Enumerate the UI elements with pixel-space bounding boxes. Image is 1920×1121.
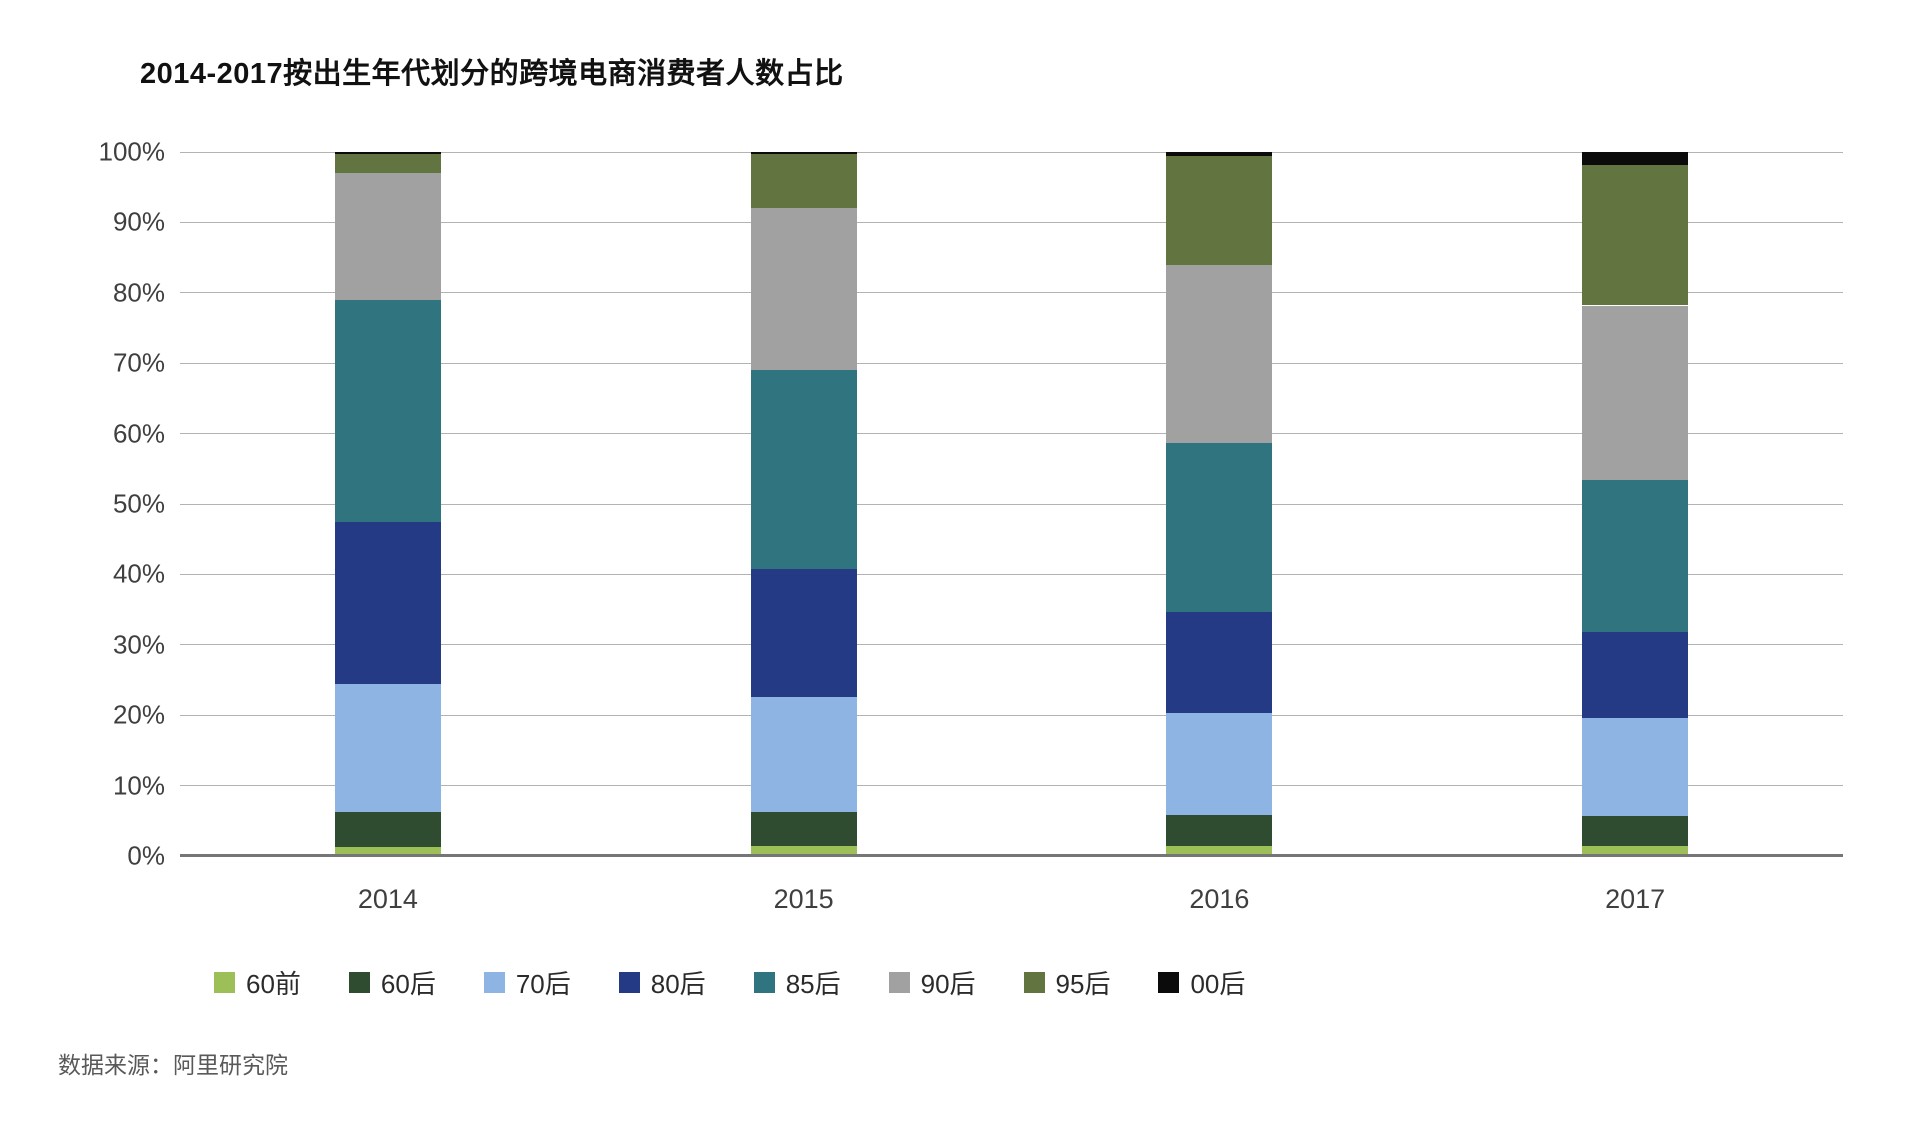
- gridline-10%: [180, 785, 1843, 787]
- bar-segment-2017-80后: [1582, 632, 1689, 719]
- bar-segment-2014-70后: [334, 683, 441, 812]
- chart-title: 2014-2017按出生年代划分的跨境电商消费者人数占比: [140, 58, 844, 90]
- x-tick-label-2014: 2014: [357, 884, 418, 914]
- x-axis: 2014 2015 2016 2017: [180, 884, 1843, 924]
- stacked-bar-2014: [334, 152, 441, 856]
- bar-segment-2016-00后: [1166, 152, 1273, 156]
- x-tick-label-2016: 2016: [1189, 884, 1250, 914]
- legend-swatch-80后: [618, 972, 640, 993]
- bar-segment-2017-90后: [1582, 305, 1689, 481]
- legend-item-70后: 70后: [483, 964, 571, 1001]
- legend-swatch-00后: [1158, 972, 1180, 993]
- bar-segment-2015-95后: [750, 154, 857, 209]
- bar-segment-2015-00后: [750, 152, 857, 155]
- legend-label: 90后: [920, 969, 976, 999]
- bar-segment-2014-60前: [334, 846, 441, 856]
- y-tick-label: 20%: [112, 699, 165, 730]
- legend-label: 70后: [515, 969, 571, 999]
- legend-item-80后: 80后: [618, 964, 706, 1001]
- y-tick-label: 100%: [98, 136, 166, 167]
- legend-item-60前: 60前: [214, 964, 301, 1001]
- legend-item-00后: 00后: [1158, 964, 1245, 1001]
- legend-label: 00后: [1190, 969, 1246, 999]
- bar-segment-2015-80后: [750, 569, 857, 697]
- bar-segment-2015-60前: [750, 846, 857, 856]
- legend-swatch-60后: [348, 972, 370, 993]
- x-axis-baseline: [180, 854, 1843, 857]
- legend-swatch-60前: [214, 972, 235, 993]
- bar-segment-2017-60后: [1582, 815, 1689, 847]
- y-tick-label: 60%: [112, 418, 165, 449]
- bar-segment-2014-00后: [334, 152, 441, 155]
- x-tick-label-2017: 2017: [1605, 884, 1666, 914]
- y-tick-label: 50%: [112, 488, 165, 519]
- legend-swatch-70后: [483, 972, 505, 993]
- gridline-60%: [180, 433, 1843, 435]
- legend: 60前 60后 70后 80后 85后 90后 95后 00后: [214, 964, 1245, 1001]
- plot-area: [180, 151, 1843, 857]
- gridline-20%: [180, 714, 1843, 716]
- y-tick-label: 10%: [112, 770, 165, 801]
- legend-label: 60前: [246, 969, 301, 999]
- bar-segment-2014-85后: [334, 299, 441, 522]
- y-tick-label: 30%: [112, 629, 165, 660]
- y-tick-label: 80%: [112, 277, 165, 308]
- gridline-40%: [180, 573, 1843, 575]
- bar-segment-2014-95后: [334, 154, 441, 174]
- bar-segment-2015-60后: [750, 812, 857, 847]
- legend-swatch-95后: [1023, 972, 1045, 993]
- legend-item-95后: 95后: [1023, 964, 1111, 1001]
- bar-segment-2016-95后: [1166, 155, 1273, 265]
- stacked-bar-2017: [1582, 152, 1689, 856]
- x-tick-label-2015: 2015: [773, 884, 834, 914]
- gridline-100%: [180, 151, 1843, 153]
- gridline-80%: [180, 292, 1843, 294]
- gridline-70%: [180, 362, 1843, 364]
- legend-item-60后: 60后: [348, 964, 436, 1001]
- bar-segment-2016-90后: [1166, 264, 1273, 443]
- gridline-50%: [180, 503, 1843, 505]
- bar-segment-2015-85后: [750, 370, 857, 570]
- bar-segment-2016-60后: [1166, 815, 1273, 847]
- bar-segment-2017-85后: [1582, 480, 1689, 633]
- bar-segment-2015-90后: [750, 208, 857, 371]
- bar-segment-2014-90后: [334, 173, 441, 300]
- bar-segment-2016-60前: [1166, 846, 1273, 856]
- bar-segment-2017-00后: [1582, 152, 1689, 165]
- stacked-bar-2015: [750, 152, 857, 856]
- y-tick-label: 70%: [112, 347, 165, 378]
- bar-segment-2017-60前: [1582, 846, 1689, 856]
- stacked-bar-2016: [1166, 152, 1273, 856]
- legend-label: 85后: [785, 969, 841, 999]
- legend-swatch-85后: [753, 972, 775, 993]
- y-axis: 0% 10% 20% 30% 40% 50% 60% 70% 80% 90% 100%: [40, 137, 166, 871]
- bar-segment-2014-80后: [334, 521, 441, 684]
- bar-segment-2016-80后: [1166, 612, 1273, 714]
- bar-segment-2016-85后: [1166, 442, 1273, 613]
- legend-swatch-90后: [888, 972, 910, 993]
- gridline-90%: [180, 221, 1843, 223]
- bar-segment-2014-60后: [334, 811, 441, 847]
- bar-segment-2017-95后: [1582, 164, 1689, 306]
- bar-segment-2017-70后: [1582, 718, 1689, 816]
- bar-segment-2016-70后: [1166, 713, 1273, 816]
- y-tick-label: 0%: [127, 840, 165, 871]
- y-tick-label: 90%: [112, 206, 165, 237]
- gridline-30%: [180, 644, 1843, 646]
- source-note: 数据来源：阿里研究院: [58, 1052, 288, 1078]
- legend-item-85后: 85后: [753, 964, 841, 1001]
- legend-item-90后: 90后: [888, 964, 976, 1001]
- y-tick-label: 40%: [112, 558, 165, 589]
- legend-label: 95后: [1055, 969, 1111, 999]
- legend-label: 80后: [650, 969, 706, 999]
- bar-segment-2015-70后: [750, 696, 857, 813]
- legend-label: 60后: [380, 969, 436, 999]
